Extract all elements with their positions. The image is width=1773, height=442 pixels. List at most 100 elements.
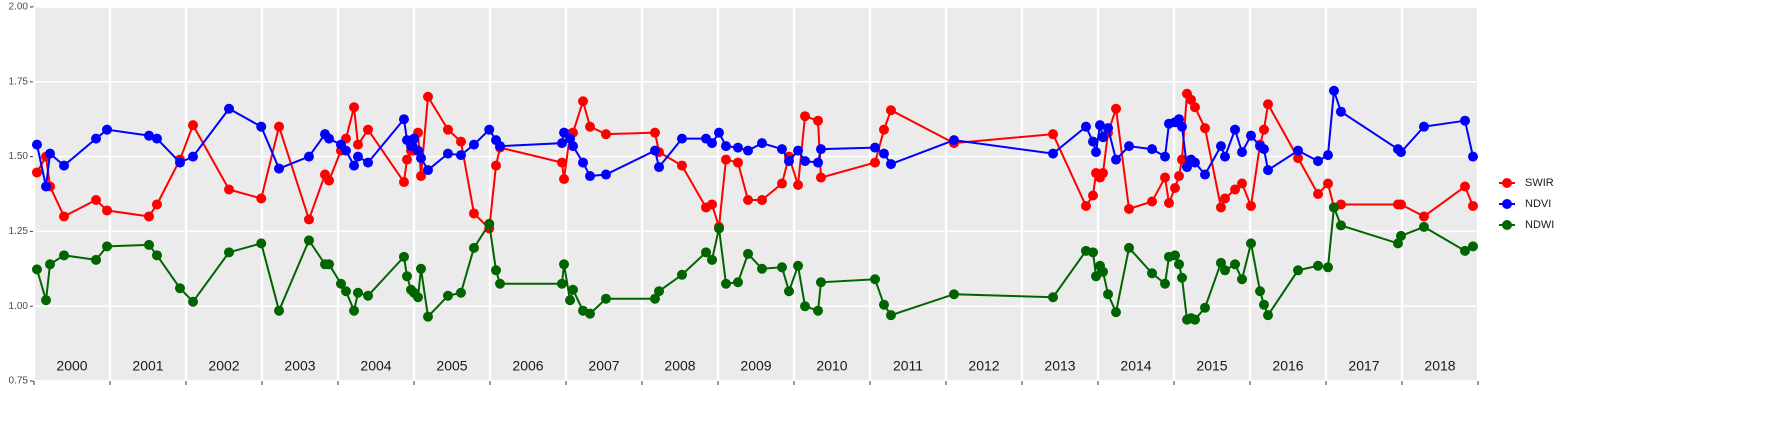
point <box>559 259 570 270</box>
point <box>793 180 804 191</box>
point <box>800 156 811 167</box>
year-label: 2016 <box>1272 358 1303 374</box>
point <box>1169 183 1180 194</box>
point <box>45 148 56 159</box>
point <box>1418 121 1429 132</box>
point <box>1160 151 1171 162</box>
point <box>398 177 409 188</box>
point <box>1048 129 1059 140</box>
point <box>303 214 314 225</box>
point <box>1200 123 1211 134</box>
point <box>274 121 285 132</box>
point <box>442 148 453 159</box>
point <box>151 250 162 261</box>
point <box>565 133 576 144</box>
point <box>1258 144 1269 155</box>
point <box>352 287 363 298</box>
point <box>1460 245 1471 256</box>
point <box>800 111 811 122</box>
year-label: 2004 <box>360 358 391 374</box>
point <box>878 148 889 159</box>
point <box>800 301 811 312</box>
point <box>91 133 102 144</box>
point <box>757 263 768 274</box>
point <box>1048 148 1059 159</box>
point <box>102 205 113 216</box>
point <box>1328 85 1339 96</box>
point <box>556 157 567 168</box>
point <box>1263 310 1274 321</box>
point <box>143 239 154 250</box>
point <box>676 269 687 280</box>
point <box>1124 203 1135 214</box>
point <box>363 157 374 168</box>
point <box>415 171 426 182</box>
point <box>1181 162 1192 173</box>
point <box>578 157 589 168</box>
point <box>878 124 889 135</box>
point <box>398 114 409 125</box>
point <box>1245 200 1256 211</box>
point <box>813 115 824 126</box>
point <box>1396 230 1407 241</box>
point <box>422 91 433 102</box>
point <box>1245 238 1256 249</box>
point <box>776 262 787 273</box>
point <box>720 154 731 165</box>
point <box>706 138 717 149</box>
point <box>1189 314 1200 325</box>
point <box>1230 124 1241 135</box>
point <box>468 208 479 219</box>
point <box>1255 286 1266 297</box>
point <box>45 259 56 270</box>
legend-label: SWIR <box>1525 177 1554 189</box>
point <box>1174 114 1185 125</box>
point <box>102 124 113 135</box>
point <box>59 250 70 261</box>
point <box>885 310 896 321</box>
point <box>1219 151 1230 162</box>
point <box>1418 221 1429 232</box>
point <box>1335 220 1346 231</box>
point <box>585 121 596 132</box>
point <box>41 295 52 306</box>
point <box>349 305 360 316</box>
year-label: 2010 <box>816 358 847 374</box>
point <box>1263 165 1274 176</box>
point <box>41 181 52 192</box>
point <box>700 247 711 258</box>
point <box>783 156 794 167</box>
point <box>1219 193 1230 204</box>
point <box>455 287 466 298</box>
point <box>363 124 374 135</box>
point <box>303 151 314 162</box>
point <box>732 142 743 153</box>
point <box>676 160 687 171</box>
point <box>1200 169 1211 180</box>
point <box>578 96 589 107</box>
year-label: 2000 <box>56 358 87 374</box>
point <box>565 295 576 306</box>
point <box>776 144 787 155</box>
year-label: 2006 <box>512 358 543 374</box>
legend-swatch <box>1502 178 1512 188</box>
point <box>495 278 506 289</box>
point <box>815 277 826 288</box>
point <box>1176 121 1187 132</box>
point <box>91 254 102 265</box>
point <box>1111 307 1122 318</box>
point <box>491 160 502 171</box>
y-tick-label: 2.00 <box>9 2 29 13</box>
point <box>1328 202 1339 213</box>
point <box>224 103 235 114</box>
point <box>187 151 198 162</box>
point <box>402 271 413 282</box>
point <box>783 286 794 297</box>
point <box>1392 238 1403 249</box>
point <box>1230 184 1241 195</box>
point <box>948 289 959 300</box>
point <box>442 124 453 135</box>
point <box>556 278 567 289</box>
point <box>442 290 453 301</box>
